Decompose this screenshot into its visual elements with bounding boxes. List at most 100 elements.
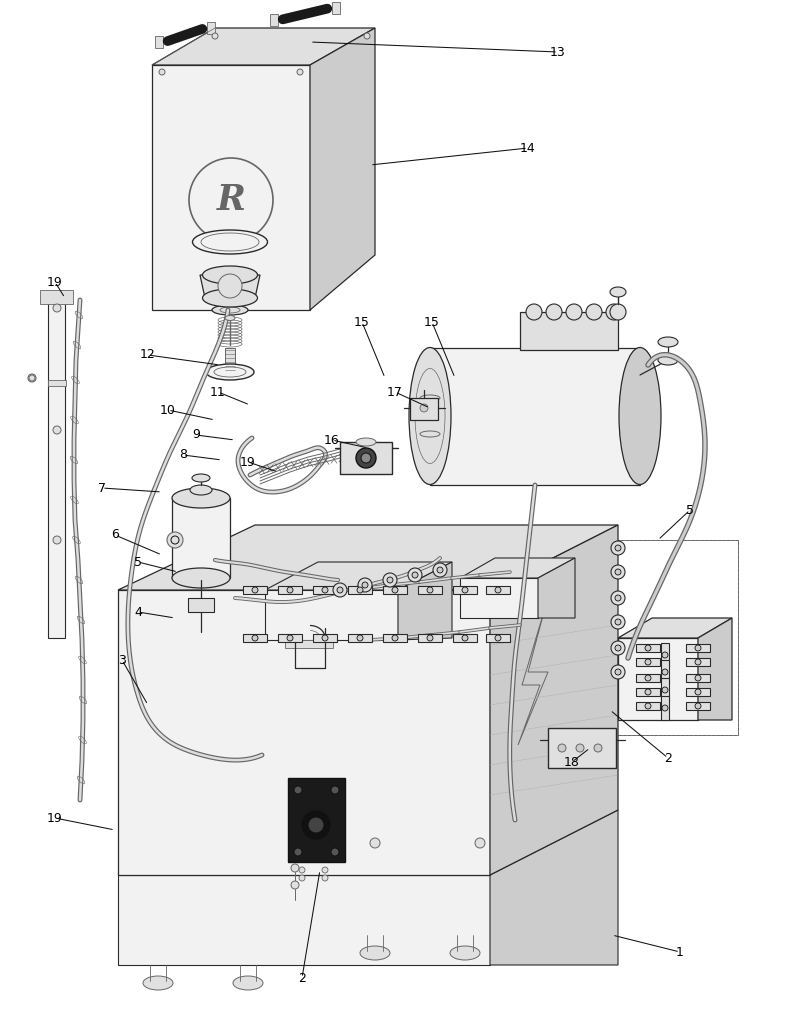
Polygon shape xyxy=(517,608,547,745)
Circle shape xyxy=(575,744,583,752)
Polygon shape xyxy=(48,298,65,638)
Polygon shape xyxy=(460,558,574,578)
Circle shape xyxy=(286,635,293,641)
Circle shape xyxy=(167,532,182,548)
Polygon shape xyxy=(635,674,659,682)
Bar xyxy=(332,2,340,14)
Bar xyxy=(527,540,737,735)
Circle shape xyxy=(387,577,393,583)
Circle shape xyxy=(614,569,620,575)
Circle shape xyxy=(290,881,298,889)
Polygon shape xyxy=(418,634,441,642)
Polygon shape xyxy=(489,525,617,875)
Circle shape xyxy=(557,744,565,752)
Ellipse shape xyxy=(143,976,173,990)
Ellipse shape xyxy=(190,485,212,495)
Ellipse shape xyxy=(359,946,389,960)
Polygon shape xyxy=(152,65,310,310)
Circle shape xyxy=(427,635,432,641)
Circle shape xyxy=(474,838,484,849)
Circle shape xyxy=(419,404,427,412)
Text: 15: 15 xyxy=(354,316,370,328)
Polygon shape xyxy=(685,658,709,666)
Polygon shape xyxy=(430,348,639,485)
Circle shape xyxy=(644,689,650,695)
Bar xyxy=(207,22,215,34)
Ellipse shape xyxy=(233,976,263,990)
Ellipse shape xyxy=(565,304,581,320)
Ellipse shape xyxy=(419,395,440,401)
Circle shape xyxy=(644,703,650,709)
Circle shape xyxy=(331,849,338,856)
Circle shape xyxy=(432,563,446,577)
Circle shape xyxy=(392,635,397,641)
Polygon shape xyxy=(277,586,302,594)
Circle shape xyxy=(333,583,346,597)
Ellipse shape xyxy=(192,230,267,254)
Text: 18: 18 xyxy=(564,755,579,768)
Polygon shape xyxy=(118,875,489,965)
Polygon shape xyxy=(486,634,509,642)
Polygon shape xyxy=(397,562,452,640)
Circle shape xyxy=(53,536,61,544)
Polygon shape xyxy=(635,658,659,666)
Circle shape xyxy=(610,641,624,655)
Text: 8: 8 xyxy=(178,448,187,462)
Circle shape xyxy=(461,635,467,641)
Ellipse shape xyxy=(225,316,234,320)
Circle shape xyxy=(290,864,298,872)
Circle shape xyxy=(362,582,367,588)
Circle shape xyxy=(217,274,242,298)
Bar xyxy=(48,380,66,386)
Polygon shape xyxy=(418,586,441,594)
Polygon shape xyxy=(242,634,267,642)
Text: 6: 6 xyxy=(111,528,118,542)
Circle shape xyxy=(407,568,422,582)
Bar xyxy=(285,640,333,648)
Text: 1: 1 xyxy=(676,946,683,958)
Ellipse shape xyxy=(212,305,247,315)
Polygon shape xyxy=(312,634,337,642)
Ellipse shape xyxy=(172,568,230,588)
Polygon shape xyxy=(200,275,260,298)
Circle shape xyxy=(694,675,700,681)
Ellipse shape xyxy=(618,348,660,484)
Text: 9: 9 xyxy=(192,429,200,441)
Ellipse shape xyxy=(202,289,257,307)
Polygon shape xyxy=(617,638,697,720)
Polygon shape xyxy=(277,634,302,642)
Polygon shape xyxy=(489,810,617,965)
Ellipse shape xyxy=(191,474,210,482)
Polygon shape xyxy=(660,696,668,720)
Text: 11: 11 xyxy=(210,386,225,398)
Circle shape xyxy=(358,578,371,592)
Polygon shape xyxy=(660,660,668,684)
Circle shape xyxy=(53,304,61,312)
Circle shape xyxy=(298,867,305,873)
Circle shape xyxy=(298,875,305,881)
Polygon shape xyxy=(348,634,371,642)
Polygon shape xyxy=(635,688,659,696)
Bar xyxy=(188,598,214,611)
Text: 2: 2 xyxy=(298,972,306,985)
Circle shape xyxy=(363,33,370,39)
Polygon shape xyxy=(697,618,731,720)
Polygon shape xyxy=(538,558,574,618)
Text: 19: 19 xyxy=(240,456,255,469)
Circle shape xyxy=(644,675,650,681)
Text: R: R xyxy=(217,183,245,218)
Ellipse shape xyxy=(355,438,375,446)
Circle shape xyxy=(294,849,302,856)
Circle shape xyxy=(189,158,272,242)
Ellipse shape xyxy=(609,304,625,320)
Circle shape xyxy=(322,875,328,881)
Polygon shape xyxy=(685,702,709,710)
Circle shape xyxy=(614,645,620,652)
Circle shape xyxy=(427,587,432,593)
Ellipse shape xyxy=(526,304,541,320)
Ellipse shape xyxy=(172,488,230,508)
Polygon shape xyxy=(660,643,668,667)
Text: 12: 12 xyxy=(140,349,156,361)
Ellipse shape xyxy=(202,266,257,284)
Circle shape xyxy=(251,635,258,641)
